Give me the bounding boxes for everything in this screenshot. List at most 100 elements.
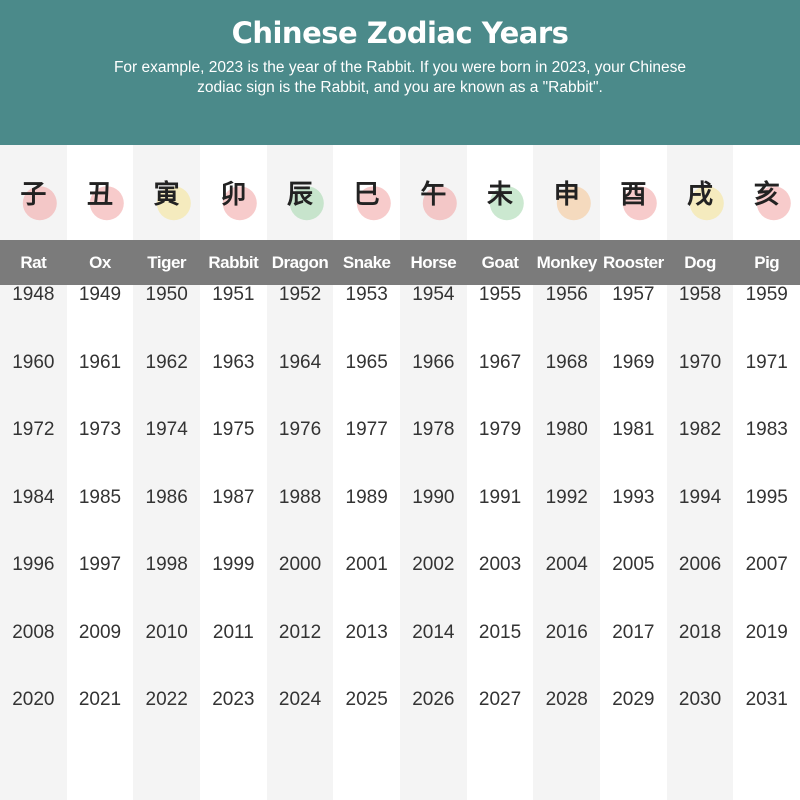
year-cell: 1958: [678, 284, 722, 305]
dog-icon: 戌: [667, 145, 734, 240]
accent-blob: [489, 185, 524, 220]
year-cell: 2026: [412, 689, 455, 710]
year-cell: 1975: [212, 419, 255, 440]
zodiac-column-goat: 未 1955 1967 1979 1991 2003 2015 2027: [467, 145, 534, 800]
year-cell: 1972: [12, 419, 55, 440]
year-cell: 1988: [278, 486, 322, 508]
year-cell: 1950: [145, 284, 188, 305]
animal-name: Rooster: [603, 253, 664, 272]
rat-icon: 子: [0, 145, 67, 240]
year-cell: 1991: [478, 486, 522, 508]
year-cell: 1956: [545, 284, 588, 305]
rooster-icon: 酉: [600, 145, 667, 240]
year-cell: 1981: [612, 419, 655, 440]
goat-icon: 未: [467, 145, 534, 240]
year-cell: 1977: [345, 419, 388, 440]
animal-name: Snake: [342, 253, 391, 272]
monkey-icon: 申: [533, 145, 600, 240]
zodiac-glyph: 酉: [620, 180, 647, 210]
zodiac-glyph: 卯: [220, 180, 247, 210]
year-cell: 2031: [745, 689, 788, 710]
animal-name: Tiger: [147, 253, 187, 272]
year-cell: 2004: [545, 554, 588, 575]
year-cell: 2016: [545, 621, 588, 643]
animal-name: Ox: [89, 253, 111, 272]
year-cell: 2024: [278, 689, 322, 710]
accent-blob: [356, 185, 391, 220]
accent-blob: [289, 185, 324, 220]
animal-name-bar: Rat Ox Tiger Rabbit Dragon Snake Horse Goat Monk…: [0, 240, 800, 285]
zodiac-glyph: 午: [420, 180, 447, 210]
year-cell: 2010: [145, 621, 188, 643]
accent-blob: [423, 185, 458, 220]
year-cell: 1962: [145, 351, 188, 373]
years-list: 1955 1967 1979 1991 2003 2015 2027: [467, 285, 534, 758]
year-cell: 2001: [345, 554, 388, 575]
year-cell: 1982: [678, 419, 722, 440]
years-list: 1952 1964 1976 1988 2000 2012 2024: [267, 285, 334, 758]
year-cell: 1966: [412, 351, 455, 373]
year-cell: 2025: [345, 689, 388, 710]
zodiac-glyph: 戌: [687, 180, 714, 210]
year-cell: 2014: [412, 621, 455, 643]
year-cell: 2005: [612, 554, 655, 575]
accent-blob: [689, 185, 724, 220]
year-cell: 2018: [678, 621, 722, 643]
year-cell: 1960: [12, 351, 55, 373]
year-cell: 2023: [212, 689, 255, 710]
years-list: 1950 1962 1974 1986 1998 2010 2022: [133, 285, 200, 758]
years-list: 1951 1963 1975 1987 1999 2011 2023: [200, 285, 267, 758]
year-cell: 2022: [145, 689, 188, 710]
year-cell: 1951: [212, 284, 255, 305]
zodiac-glyph: 辰: [287, 180, 314, 210]
years-list: 1954 1966 1978 1990 2002 2014 2026: [400, 285, 467, 758]
tiger-icon: 寅: [133, 145, 200, 240]
year-cell: 1959: [745, 284, 788, 305]
accent-blob: [756, 185, 791, 220]
year-cell: 1994: [678, 486, 722, 508]
year-cell: 2015: [478, 621, 522, 643]
year-cell: 2017: [612, 621, 655, 643]
year-cell: 1963: [212, 351, 255, 373]
accent-blob: [23, 185, 58, 220]
year-cell: 1965: [345, 351, 388, 373]
year-cell: 1990: [412, 486, 455, 508]
year-cell: 2006: [678, 554, 722, 575]
year-cell: 1976: [278, 419, 322, 440]
years-list: 1956 1968 1980 1992 2004 2016 2028: [533, 285, 600, 758]
year-cell: 1952: [278, 284, 322, 305]
year-cell: 2007: [745, 554, 788, 575]
zodiac-glyph: 寅: [153, 180, 180, 210]
year-cell: 1987: [212, 486, 255, 508]
year-cell: 1986: [145, 486, 188, 508]
year-cell: 1979: [478, 419, 522, 440]
year-cell: 1970: [678, 351, 722, 373]
animal-name: Pig: [754, 253, 780, 272]
year-cell: 1997: [78, 554, 122, 575]
year-cell: 1957: [612, 284, 655, 305]
year-cell: 1980: [545, 419, 588, 440]
year-cell: 2019: [745, 621, 788, 643]
horse-icon: 午: [400, 145, 467, 240]
year-cell: 1978: [412, 419, 455, 440]
zodiac-glyph: 丑: [87, 180, 114, 210]
dragon-icon: 辰: [267, 145, 334, 240]
year-cell: 2020: [12, 689, 55, 710]
zodiac-column-rabbit: 卯 1951 1963 1975 1987 1999 2011 2023: [200, 145, 267, 800]
zodiac-glyph: 未: [487, 180, 514, 210]
year-cell: 2027: [478, 689, 522, 710]
zodiac-glyph: 亥: [753, 180, 780, 210]
year-cell: 1971: [745, 351, 788, 373]
page-subtitle: For example, 2023 is the year of the Rab…: [113, 59, 687, 96]
animal-name: Dragon: [271, 253, 329, 272]
year-cell: 2009: [78, 621, 122, 643]
year-cell: 1949: [78, 284, 122, 305]
year-cell: 2012: [278, 621, 322, 643]
year-cell: 1993: [612, 486, 655, 508]
year-cell: 1996: [12, 554, 55, 575]
year-cell: 1995: [745, 486, 788, 508]
accent-blob: [223, 185, 258, 220]
animal-name: Horse: [410, 253, 457, 272]
years-list: 1949 1961 1973 1985 1997 2009 2021: [67, 285, 134, 758]
year-cell: 1984: [12, 486, 55, 508]
